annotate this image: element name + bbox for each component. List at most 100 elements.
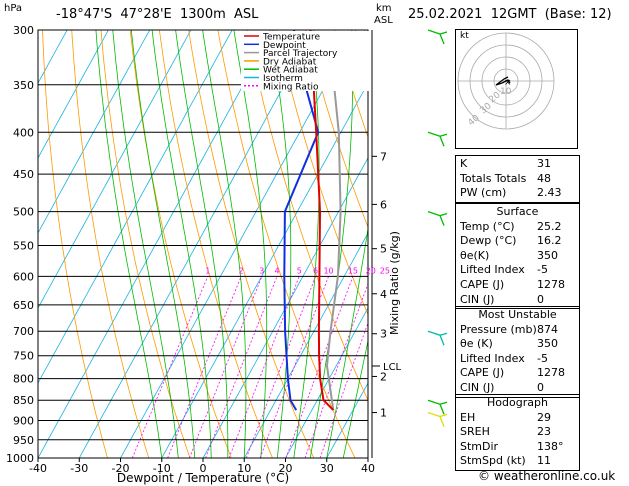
km-label: km: [376, 3, 392, 14]
km-tick-label: 1: [380, 407, 387, 420]
mixing-ratio-label: 20: [366, 266, 376, 275]
copyright: © weatheronline.co.uk: [478, 469, 616, 483]
isotherm-line: [285, 307, 368, 458]
wet-adiabat-line: [95, 30, 163, 458]
x-axis-label: Dewpoint / Temperature (°C): [117, 471, 289, 485]
wet-adiabat-line: [293, 30, 320, 458]
surface-row: CIN (J) 0: [460, 292, 544, 306]
mixing-ratio-label: 2: [239, 266, 244, 275]
indices-row: PW (cm) 2.43: [460, 186, 562, 200]
km-tick-label: 6: [380, 198, 387, 211]
surface-title: Surface: [496, 205, 539, 218]
mixing-ratio-line: [189, 276, 263, 458]
wind-barb: [427, 399, 448, 415]
legend-label: Mixing Ratio: [263, 82, 319, 92]
isotherm-line: [38, 30, 109, 159]
x-tick-label: 30: [320, 462, 334, 475]
pressure-tick-label: 700: [13, 325, 34, 338]
hodograph-plot: 10 20 30 40 ×: [457, 32, 555, 130]
hodo-ring-label-40: 40: [467, 113, 482, 128]
km-tick-label: 3: [380, 328, 387, 341]
wet-adiabat-line: [112, 30, 179, 458]
location-title: -18°47'S 47°28'E 1300m ASL: [56, 7, 259, 22]
wind-barb: [427, 411, 448, 427]
most-unstable-row: θe (K) 350: [460, 337, 558, 351]
most-unstable-title: Most Unstable: [478, 308, 557, 321]
mixing-ratio-label: 15: [348, 266, 358, 275]
hodo-ring-label-10: 10: [500, 87, 512, 97]
indices-table: K 31 Totals Totals 48 PW (cm) 2.43: [455, 155, 580, 203]
pressure-tick-label: 750: [13, 350, 34, 363]
dewpoint-line: [283, 30, 320, 411]
pressure-tick-label: 500: [13, 206, 34, 219]
pressure-tick-label: 600: [13, 270, 34, 283]
hodograph-row: StmDir 138°: [460, 439, 564, 453]
pressure-tick-label: 400: [13, 126, 34, 139]
indices-row: Totals Totals 48: [460, 171, 551, 185]
km-tick-label: 5: [380, 243, 387, 256]
pressure-tick-label: 1000: [6, 452, 34, 465]
mixing-ratio-line: [167, 276, 242, 458]
plot-frame: [37, 29, 369, 459]
header: hPa -18°47'S 47°28'E 1300m ASL km ASL 25…: [0, 0, 629, 28]
hodograph-table-title: Hodograph: [487, 396, 548, 409]
hodograph-row: StmSpd (kt) 11: [460, 454, 551, 468]
mixing-ratio-label: 3: [259, 266, 264, 275]
temperature-line: [309, 30, 335, 411]
pressure-unit: hPa: [4, 3, 23, 14]
wet-adiabat-line: [202, 30, 247, 458]
pressure-tick-label: 900: [13, 415, 34, 428]
hodograph-panel: kt 10 20 30 40 ×: [455, 29, 578, 149]
wet-adiabat-line: [269, 30, 292, 458]
surface-row: CAPE (J) 1278: [460, 277, 565, 291]
hodograph-row: EH 29: [460, 410, 551, 424]
pressure-tick-label: 300: [13, 24, 34, 37]
most-unstable-row: CIN (J) 0: [460, 380, 544, 394]
pressure-tick-label: 800: [13, 373, 34, 386]
datetime-title: 25.02.2021 12GMT (Base: 12): [408, 7, 612, 22]
wet-adiabat-line: [175, 30, 229, 458]
legend-label: Temperature: [262, 33, 320, 43]
isotherm-line: [326, 382, 368, 458]
x-tick-label: 20: [279, 462, 293, 475]
x-tick-label: -40: [29, 462, 47, 475]
pressure-tick-label: 850: [13, 394, 34, 407]
pressure-tick-label: 550: [13, 239, 34, 252]
x-tick-label: 10: [237, 462, 251, 475]
wet-adiabat-line: [151, 30, 212, 458]
mixing-ratio-label: 5: [297, 266, 302, 275]
pressure-tick-label: 650: [13, 299, 34, 312]
surface-row: Temp (°C) 25.2: [460, 219, 562, 233]
hodograph-row: SREH 23: [460, 425, 551, 439]
storm-motion-marker-icon: ×: [504, 78, 512, 88]
mixing-ratio-line: [246, 276, 316, 458]
most-unstable-row: Lifted Index -5: [460, 351, 548, 365]
surface-row: Dewp (°C) 16.2: [460, 234, 562, 248]
pressure-tick-label: 350: [13, 79, 34, 92]
pressure-tick-label: 450: [13, 168, 34, 181]
legend-label: Dry Adiabat: [263, 57, 317, 67]
lcl-label: LCL: [383, 362, 402, 373]
asl-label: ASL: [374, 15, 393, 26]
isotherm-line: [38, 30, 151, 234]
mixing-ratio-label: 1: [205, 266, 210, 275]
wind-barb: [427, 29, 448, 45]
x-tick-label: -30: [70, 462, 88, 475]
wind-barb: [427, 131, 448, 147]
surface-table: Surface Temp (°C) 25.2 Dewp (°C) 16.2 θe(K…: [455, 203, 580, 310]
km-tick-label: 4: [380, 288, 387, 301]
surface-row: θe(K) 350: [460, 248, 558, 262]
x-tick-label: -10: [153, 462, 171, 475]
x-tick-label: -20: [112, 462, 130, 475]
wet-adiabat-line: [342, 338, 368, 458]
hodograph-kt-label: kt: [460, 31, 469, 41]
legend-label: Dewpoint: [263, 41, 306, 51]
dry-adiabat-line: [129, 30, 232, 458]
mixing-ratio-axis-label: Mixing Ratio (g/kg): [388, 231, 401, 335]
legend-label: Wet Adiabat: [263, 66, 318, 76]
mixing-ratio-line: [228, 276, 300, 458]
mixing-ratio-label: 6: [313, 266, 318, 275]
dry-adiabat-line: [598, 30, 629, 458]
most-unstable-row: CAPE (J) 1278: [460, 366, 565, 380]
parcel-trajectory-line: [325, 84, 342, 411]
